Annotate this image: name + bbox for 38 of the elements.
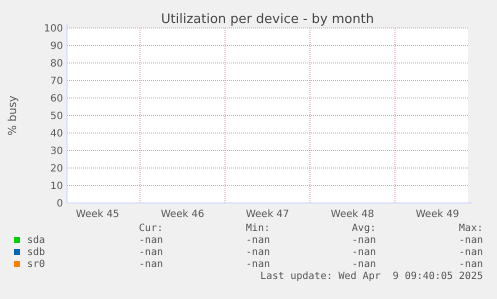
y-tick-label: 100 — [44, 24, 63, 34]
x-tick-label: Week 47 — [246, 209, 290, 220]
legend-label: sdb — [27, 247, 46, 258]
y-tick-label: 90 — [50, 41, 63, 52]
text: -nan — [352, 247, 376, 258]
text: -nan — [138, 235, 163, 246]
y-tick-label: 0 — [56, 198, 63, 210]
text: Avg: — [352, 223, 376, 234]
text: Last update: Wed Apr 9 09:40:05 2025 — [260, 271, 483, 282]
text: -nan — [458, 259, 483, 270]
x-tick-label: Week 49 — [416, 209, 460, 220]
chart-title: Utilization per device - by month — [161, 12, 374, 27]
y-tick-label: 70 — [50, 76, 63, 87]
y-tick-label: 80 — [50, 58, 63, 70]
text: Max: — [458, 223, 483, 234]
text: -nan — [458, 235, 483, 246]
text: -nan — [138, 247, 163, 258]
y-tick-label: 10 — [50, 181, 63, 192]
text: -nan — [352, 235, 376, 246]
text: -nan — [458, 247, 483, 258]
y-tick-label: 50 — [50, 111, 63, 122]
y-axis-title: % busy — [6, 94, 19, 136]
y-tick-label: 60 — [50, 94, 63, 104]
y-tick-label: 30 — [50, 146, 63, 157]
text: -nan — [246, 247, 270, 258]
x-tick-label: Week 48 — [330, 209, 374, 220]
legend-label: sr0 — [27, 259, 46, 270]
text: -nan — [246, 235, 270, 246]
text: Min: — [246, 223, 270, 234]
y-tick-label: 20 — [50, 164, 63, 174]
x-tick-label: Week 46 — [160, 209, 204, 220]
y-tick-label: 40 — [50, 128, 63, 140]
text: -nan — [138, 259, 163, 270]
x-tick-label: Week 45 — [76, 209, 120, 220]
text: Cur: — [138, 223, 163, 234]
legend-label: sda — [27, 235, 46, 246]
text: -nan — [352, 259, 376, 270]
text: -nan — [246, 259, 270, 270]
